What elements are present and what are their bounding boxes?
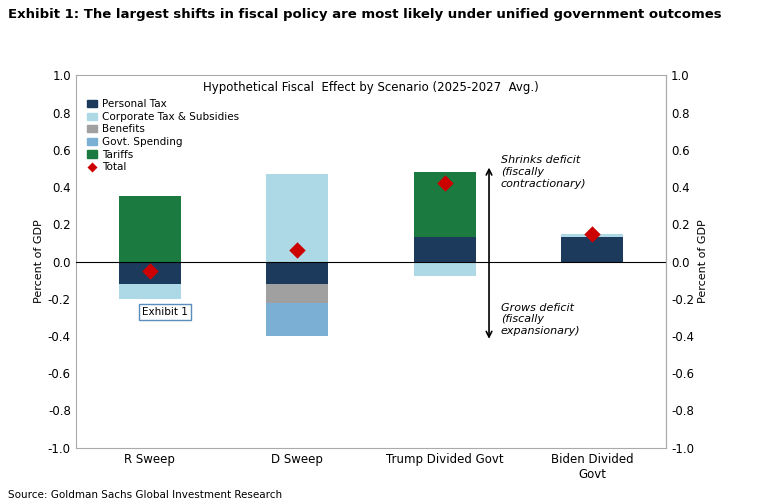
Y-axis label: Percent of GDP: Percent of GDP — [698, 220, 709, 303]
Bar — [266, 262, 328, 284]
Point — [143, 267, 156, 275]
Bar — [266, 174, 328, 262]
Bar — [266, 302, 328, 336]
Point — [586, 230, 598, 238]
Bar — [119, 262, 180, 284]
Text: Grows deficit
(fiscally
expansionary): Grows deficit (fiscally expansionary) — [501, 302, 581, 336]
Bar — [119, 197, 180, 262]
Text: Shrinks deficit
(fiscally
contractionary): Shrinks deficit (fiscally contractionary… — [501, 155, 587, 189]
Bar — [266, 284, 328, 302]
Y-axis label: Percent of GDP: Percent of GDP — [33, 220, 44, 303]
Bar — [562, 234, 623, 237]
Text: Source: Goldman Sachs Global Investment Research: Source: Goldman Sachs Global Investment … — [8, 490, 282, 500]
Bar — [414, 262, 475, 277]
Text: Exhibit 1: The largest shifts in fiscal policy are most likely under unified gov: Exhibit 1: The largest shifts in fiscal … — [8, 8, 721, 21]
Point — [438, 180, 450, 188]
Legend: Personal Tax, Corporate Tax & Subsidies, Benefits, Govt. Spending, Tariffs, Tota: Personal Tax, Corporate Tax & Subsidies,… — [87, 99, 239, 173]
Text: Exhibit 1: Exhibit 1 — [142, 307, 188, 317]
Bar — [414, 172, 475, 237]
Text: Hypothetical Fiscal  Effect by Scenario (2025-2027  Avg.): Hypothetical Fiscal Effect by Scenario (… — [203, 81, 539, 94]
Bar — [562, 237, 623, 262]
Bar — [119, 284, 180, 299]
Bar — [414, 237, 475, 262]
Point — [291, 246, 303, 255]
